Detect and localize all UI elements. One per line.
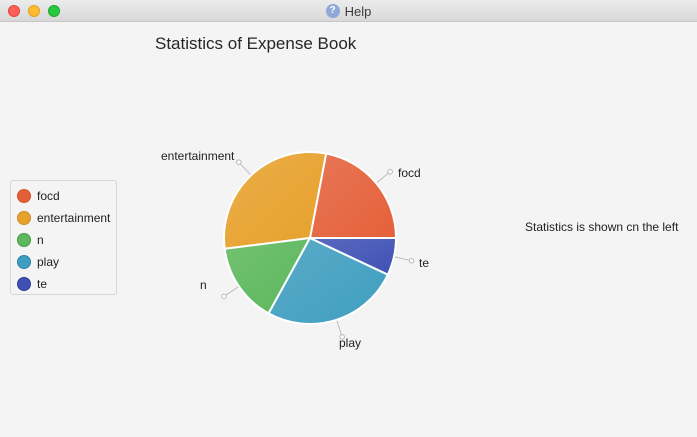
legend-dot-food xyxy=(17,189,31,203)
pie-label-te: te xyxy=(419,256,430,270)
legend-item-entertainment: entertainment xyxy=(17,209,110,227)
legend-item-food: focd xyxy=(17,187,60,205)
leader-line-focd xyxy=(376,171,391,183)
info-text: Statistics is shown cn the left xyxy=(525,220,679,234)
legend-dot-play xyxy=(17,255,31,269)
legend-dot-te xyxy=(17,277,31,291)
leader-dot-play xyxy=(339,334,345,340)
pie-slice-n xyxy=(223,236,312,315)
legend-dot-n xyxy=(17,233,31,247)
pie-slice-entertainment xyxy=(223,151,328,250)
leader-dot-n xyxy=(221,293,227,300)
legend-item-n: n xyxy=(17,231,44,249)
pie-slice-te xyxy=(309,237,398,276)
minimize-button[interactable] xyxy=(28,5,40,17)
legend-item-te: te xyxy=(17,275,47,293)
window-titlebar[interactable]: ? Help xyxy=(0,0,697,22)
legend-label-entertainment: entertainment xyxy=(37,211,111,225)
chart-legend: focd entertainment n play te xyxy=(10,180,117,295)
leader-dot-focd xyxy=(387,168,393,175)
legend-label-play: play xyxy=(37,255,60,269)
window-title: Help xyxy=(344,3,372,19)
leader-line-n xyxy=(223,286,239,297)
leader-dot-te xyxy=(408,257,415,264)
window-title-area: ? Help xyxy=(0,0,697,22)
help-icon: ? xyxy=(325,4,340,18)
chart-title: Statistics of Expense Book xyxy=(155,34,357,53)
pie-label-entertainment: entertainment xyxy=(161,149,235,163)
legend-label-n: n xyxy=(37,233,44,247)
pie-label-play: play xyxy=(339,336,362,350)
legend-dot-entertainment xyxy=(17,211,31,225)
legend-item-play: play xyxy=(17,253,59,271)
leader-line-te xyxy=(394,256,412,262)
leader-line-play xyxy=(336,320,343,338)
pie-label-n: n xyxy=(200,278,207,292)
maximize-button[interactable] xyxy=(48,5,60,17)
close-button[interactable] xyxy=(8,5,20,17)
pie-chart-svg xyxy=(221,151,415,340)
pie-chart xyxy=(150,130,470,370)
leader-dot-entertainment xyxy=(236,159,242,165)
leader-line-entertainment xyxy=(238,161,251,175)
pie-slice-focd xyxy=(308,152,398,239)
pie-slice-play xyxy=(267,236,390,325)
pie-label-food: focd xyxy=(398,166,421,180)
legend-label-te: te xyxy=(37,277,48,291)
legend-label-food: focd xyxy=(37,189,60,203)
